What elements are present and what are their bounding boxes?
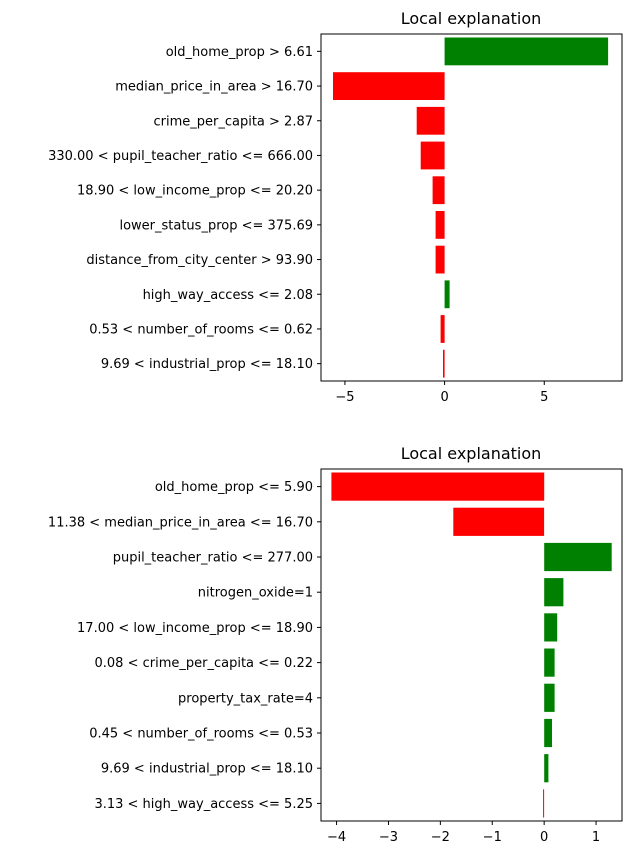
bar xyxy=(544,578,564,607)
chart-bottom: Local explanation old_home_prop <= 5.90 1… xyxy=(48,444,623,845)
x-tick-label: 5 xyxy=(540,390,548,405)
y-tick-label: old_home_prop > 6.61 xyxy=(166,45,313,60)
bar xyxy=(416,106,445,135)
bar xyxy=(453,507,545,536)
x-tick-label: −3 xyxy=(379,830,398,845)
bar xyxy=(435,245,445,274)
y-tick-label: pupil_teacher_ratio <= 277.00 xyxy=(113,551,313,566)
y-tick-label: median_price_in_area > 16.70 xyxy=(115,80,313,95)
x-tick-label: −1 xyxy=(483,830,502,845)
bar xyxy=(543,789,545,818)
bar xyxy=(444,37,609,66)
bar xyxy=(331,472,545,501)
plot-frame xyxy=(320,468,623,822)
y-tick-label: 0.45 < number_of_rooms <= 0.53 xyxy=(89,727,313,742)
y-tick-label: crime_per_capita > 2.87 xyxy=(153,114,313,129)
y-tick-label: 3.13 < high_way_access <= 5.25 xyxy=(94,797,313,812)
bar xyxy=(420,141,445,170)
y-tick-label: distance_from_city_center > 93.90 xyxy=(86,253,313,268)
bar xyxy=(544,542,612,572)
y-tick-label: 11.38 < median_price_in_area <= 16.70 xyxy=(48,515,313,530)
chart-title: Local explanation xyxy=(401,444,542,463)
bar xyxy=(444,280,450,309)
x-tick-label: −2 xyxy=(431,830,450,845)
bar xyxy=(440,315,445,343)
plot-frame xyxy=(320,33,623,382)
bar xyxy=(333,72,445,100)
bar xyxy=(544,613,558,642)
y-tick-label: lower_status_prop <= 375.69 xyxy=(119,218,313,233)
bar xyxy=(544,683,555,712)
x-tick-label: 0 xyxy=(440,390,448,405)
bar xyxy=(544,648,555,677)
x-tick-label: 1 xyxy=(592,830,600,845)
y-tick-label: property_tax_rate=4 xyxy=(178,691,313,706)
x-tick-label: −5 xyxy=(335,390,354,405)
y-tick-label: 0.08 < crime_per_capita <= 0.22 xyxy=(95,656,314,671)
bar xyxy=(443,349,445,378)
bar xyxy=(544,754,549,783)
bar xyxy=(432,176,445,205)
y-tick-label: 9.69 < industrial_prop <= 18.10 xyxy=(101,762,313,777)
y-tick-label: 330.00 < pupil_teacher_ratio <= 666.00 xyxy=(48,149,313,164)
y-tick-label: 18.90 < low_income_prop <= 20.20 xyxy=(77,184,313,199)
bar xyxy=(435,211,445,239)
chart-top: Local explanation old_home_prop > 6.61 me… xyxy=(48,9,623,405)
y-tick-label: old_home_prop <= 5.90 xyxy=(155,480,313,495)
y-tick-label: 17.00 < low_income_prop <= 18.90 xyxy=(77,621,313,636)
y-tick-label: 9.69 < industrial_prop <= 18.10 xyxy=(101,357,313,372)
bar xyxy=(544,718,552,748)
y-tick-label: high_way_access <= 2.08 xyxy=(143,288,313,303)
chart-title: Local explanation xyxy=(401,9,542,28)
x-tick-label: 0 xyxy=(540,830,548,845)
y-tick-label: 0.53 < number_of_rooms <= 0.62 xyxy=(89,322,313,337)
x-tick-label: −4 xyxy=(327,830,346,845)
y-tick-label: nitrogen_oxide=1 xyxy=(198,586,313,601)
